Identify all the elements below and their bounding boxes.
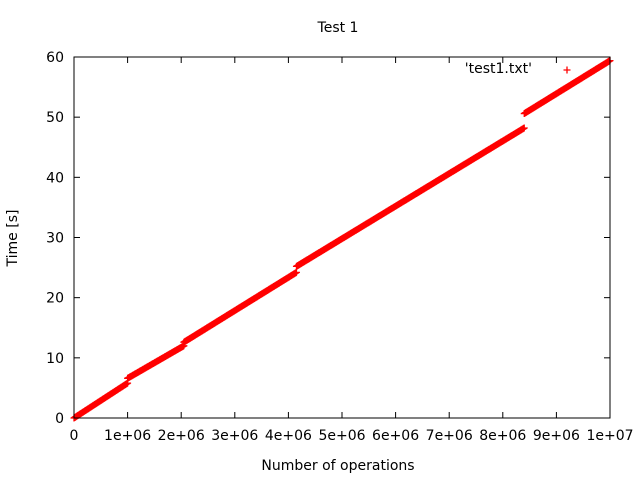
x-tick-label: 0 <box>70 428 79 444</box>
axis-ticks: 0 1e+06 2e+06 3e+06 4e+06 5e+06 6e+06 7e+06 8e+0… <box>46 50 633 444</box>
x-tick-label: 1e+07 <box>586 428 633 444</box>
data-points <box>70 57 614 422</box>
x-tick-label: 8e+06 <box>479 428 526 444</box>
legend-marker <box>563 66 571 74</box>
x-tick-label: 5e+06 <box>318 428 365 444</box>
y-tick-label: 60 <box>46 50 64 66</box>
y-tick-label: 0 <box>55 411 64 427</box>
y-tick-label: 40 <box>46 170 64 186</box>
y-tick-label: 20 <box>46 291 64 307</box>
legend-marker-symbol <box>563 66 571 74</box>
y-axis-label: Time [s] <box>5 210 21 268</box>
data-point <box>520 124 528 132</box>
x-tick-label: 6e+06 <box>372 428 419 444</box>
x-axis-label: Number of operations <box>261 458 414 474</box>
x-tick-label: 1e+06 <box>104 428 151 444</box>
data-point <box>292 268 300 276</box>
x-tick-label: 9e+06 <box>533 428 580 444</box>
x-tick-label: 7e+06 <box>426 428 473 444</box>
legend-label: 'test1.txt' <box>465 61 532 77</box>
chart-title: Test 1 <box>317 20 359 36</box>
y-tick-label: 10 <box>46 351 64 367</box>
y-tick-label: 50 <box>46 110 64 126</box>
x-tick-label: 4e+06 <box>265 428 312 444</box>
x-tick-label: 3e+06 <box>211 428 258 444</box>
x-tick-label: 2e+06 <box>158 428 205 444</box>
plot-frame <box>73 56 611 419</box>
y-tick-label: 30 <box>46 231 64 247</box>
